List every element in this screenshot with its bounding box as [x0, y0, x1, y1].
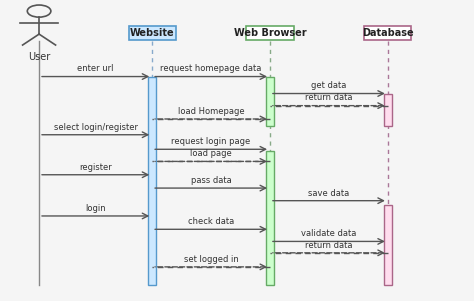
Bar [266, 76, 274, 126]
Text: request login page: request login page [172, 137, 251, 146]
Text: validate data: validate data [301, 229, 356, 238]
Bar [384, 205, 392, 285]
Text: User: User [28, 52, 50, 62]
FancyBboxPatch shape [128, 26, 176, 40]
Text: load page: load page [190, 149, 232, 158]
Text: load Homepage: load Homepage [178, 107, 245, 116]
Text: get data: get data [311, 81, 346, 90]
Text: Database: Database [362, 28, 414, 38]
Bar [384, 94, 392, 126]
FancyBboxPatch shape [364, 26, 411, 40]
Text: Website: Website [130, 28, 174, 38]
Text: save data: save data [308, 188, 349, 197]
FancyBboxPatch shape [246, 26, 293, 40]
Text: select login/register: select login/register [54, 123, 137, 132]
Text: Web Browser: Web Browser [234, 28, 306, 38]
Text: set logged in: set logged in [184, 255, 238, 264]
Text: pass data: pass data [191, 176, 231, 185]
Text: return data: return data [305, 94, 353, 103]
Text: register: register [79, 163, 112, 172]
Bar [266, 150, 274, 285]
Text: check data: check data [188, 217, 234, 226]
Bar [148, 76, 156, 285]
Text: return data: return data [305, 241, 353, 250]
Text: request homepage data: request homepage data [160, 64, 262, 73]
Text: enter url: enter url [77, 64, 114, 73]
Text: login: login [85, 204, 106, 213]
